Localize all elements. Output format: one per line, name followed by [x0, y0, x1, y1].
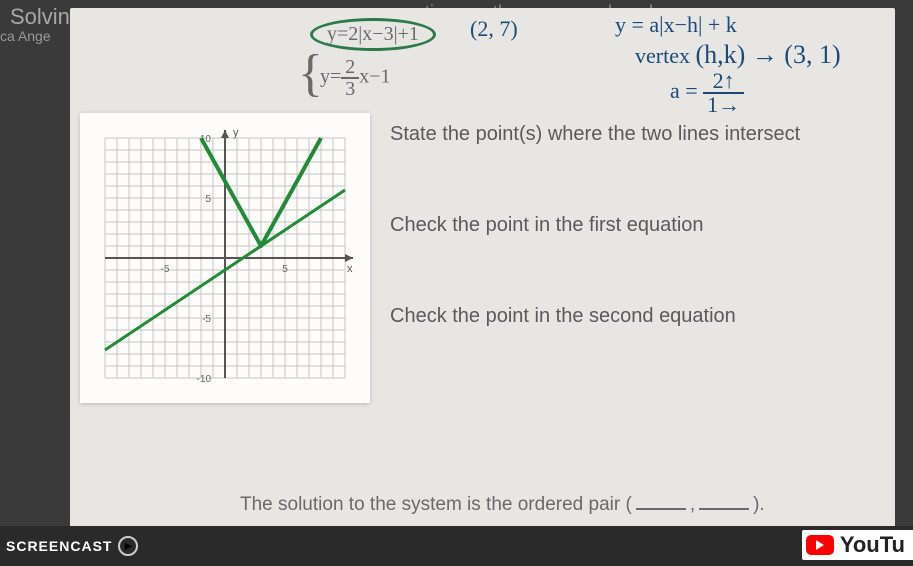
svg-text:x: x: [347, 263, 353, 275]
solution-mid: ,: [690, 494, 695, 515]
svg-text:y: y: [233, 127, 239, 139]
coordinate-graph: 105-5-10-55yx: [80, 113, 370, 403]
prompt-check-eq1: Check the point in the first equation: [390, 214, 875, 237]
eq2-fraction: 23: [341, 57, 359, 99]
vertex-value: (h,k) → (3, 1): [695, 40, 840, 69]
handwritten-vertex-form: y = a|x−h| + k: [615, 12, 737, 38]
eq2-numerator: 2: [341, 57, 359, 79]
svg-text:5: 5: [282, 264, 288, 275]
prompts-column: State the point(s) where the two lines i…: [390, 123, 875, 396]
bottom-bar: SCREENCAST ▶: [0, 526, 913, 566]
svg-text:-10: -10: [197, 374, 212, 385]
a-den: 1→: [703, 94, 744, 116]
equation-1-circled: y=2|x−3|+1: [310, 18, 436, 51]
prompt-check-eq2: Check the point in the second equation: [390, 305, 875, 328]
handwritten-a-equals: a = 2↑1→: [670, 70, 744, 116]
blank-x[interactable]: [636, 508, 686, 510]
solution-sentence: The solution to the system is the ordere…: [240, 494, 765, 516]
svg-text:-5: -5: [161, 264, 170, 275]
vertex-word: vertex: [635, 43, 690, 68]
handwritten-vertex-label: vertex (h,k) → (3, 1): [635, 40, 841, 70]
solution-pre: The solution to the system is the ordere…: [240, 494, 632, 515]
eq2-denominator: 3: [341, 79, 359, 99]
solution-post: ).: [753, 494, 765, 515]
eq2-post: x−1: [359, 66, 390, 88]
a-fraction: 2↑1→: [703, 70, 744, 116]
youtube-watermark[interactable]: YouTu: [802, 530, 913, 560]
blank-y[interactable]: [699, 508, 749, 510]
youtube-icon: [806, 535, 834, 555]
side-label: ca Ange: [0, 28, 51, 44]
a-num: 2↑: [703, 70, 744, 94]
prompt-intersect: State the point(s) where the two lines i…: [390, 123, 875, 146]
equation-2: y=23x−1: [320, 57, 436, 99]
a-label: a =: [670, 78, 703, 103]
equations-block: y=2|x−3|+1 y=23x−1: [310, 18, 436, 99]
screencast-icon[interactable]: ▶: [118, 536, 138, 556]
screencast-label: SCREENCAST: [6, 538, 112, 554]
svg-text:5: 5: [205, 194, 211, 205]
svg-text:-5: -5: [202, 314, 211, 325]
slide-content: { y=2|x−3|+1 y=23x−1 (2, 7) y = a|x−h| +…: [70, 8, 895, 528]
youtube-text: YouTu: [840, 532, 905, 558]
graph-panel: 105-5-10-55yx: [80, 113, 370, 403]
eq2-pre: y=: [320, 66, 341, 88]
handwritten-point: (2, 7): [470, 16, 518, 42]
